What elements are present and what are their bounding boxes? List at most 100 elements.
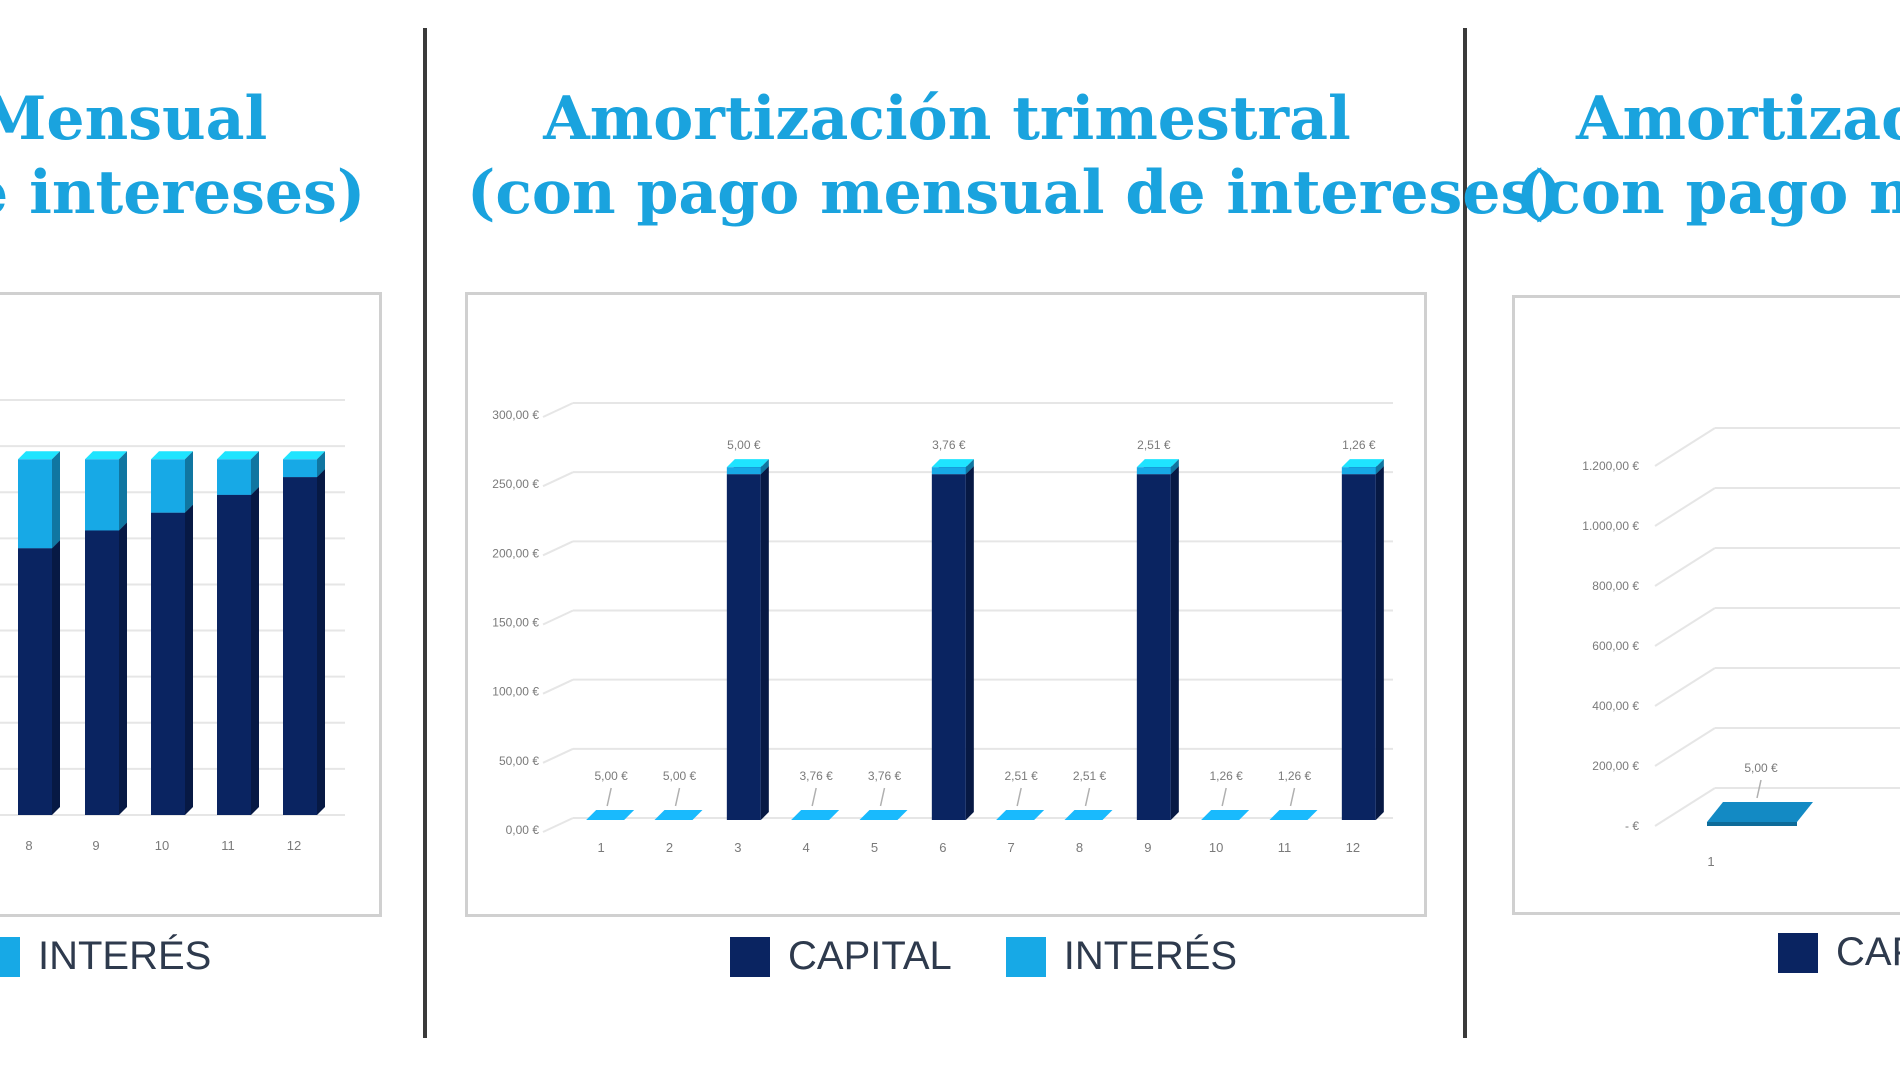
bar-capital-12 [1341,474,1376,820]
x-tick-label-11: 11 [1278,840,1292,855]
x-tick-label-12: 12 [1346,840,1360,855]
right-y-tick-label-0: - € [1625,819,1639,833]
right-y-tick-label-4: 800,00 € [1592,579,1639,593]
y-tick-label-0: 0,00 € [506,823,540,837]
legend-label-interes: INTERÉS [38,934,212,978]
legend-swatch-interes-center [1005,936,1046,977]
panel-divider-right [1463,28,1467,1038]
bar-interes-3-side [760,459,769,475]
x-tick-label-9: 9 [1144,840,1151,855]
data-label-2: 5,00 € [663,769,697,783]
left-bar-capital-12-side [317,469,325,815]
right-y-tick-label-3: 600,00 € [1592,639,1639,653]
leader-line-5 [879,787,886,807]
bar-interes-4 [791,810,840,820]
data-label-10: 1,26 € [1209,769,1243,783]
right-leader-line-1 [1756,779,1762,799]
left-bar-interes-9 [85,459,119,531]
left-bar-capital-9 [85,530,119,815]
right-data-label-1: 5,00 € [1744,761,1778,775]
x-tick-label-1: 1 [598,840,605,855]
center-panel-title-line2: (con pago mensual de intereses) [467,158,1563,228]
data-label-4: 3,76 € [799,769,833,783]
right-grid-diagonal-3 [1654,607,1716,647]
data-label-11: 1,26 € [1278,769,1312,783]
left-x-tick-label-9: 9 [92,838,99,853]
center-chart-frame: 0,00 € 50,00 € 100,00 € 150,00 € 200,00 € 250… [465,292,1427,917]
right-chart-frame: - € 200,00 € 400,00 € 600,00 € 800,00 € 1.000… [1512,295,1900,915]
left-bar-interes-12-top [283,451,325,460]
left-legend: INTERÉS [0,934,245,979]
left-bar-interes-8 [18,459,52,549]
x-tick-label-3: 3 [734,840,741,855]
data-label-6: 3,76 € [932,438,966,452]
left-chart-frame: 8 9 10 11 12 [0,292,382,917]
y-tick-label-1: 50,00 € [499,754,539,768]
legend-item-capital-right: CAP [1778,930,1900,975]
left-chart: 8 9 10 11 12 [0,399,345,853]
left-panel: Mensual e intereses) 8 9 10 11 12 INTERÉS [0,0,422,1069]
leader-line-8 [1084,787,1091,807]
grid-diagonal-6 [542,402,574,418]
left-bar-interes-9-side [119,451,127,531]
data-label-12: 1,26 € [1342,438,1376,452]
right-panel: Amortizaci (con pago me - € 200,00 € 400,0… [1468,0,1900,1069]
bar-capital-3 [726,474,761,820]
legend-item-interes: INTERÉS [0,934,211,979]
data-label-3: 5,00 € [727,438,761,452]
left-bar-capital-8-side [52,540,60,815]
bar-interes-1 [586,810,635,820]
bar-interes-10 [1201,810,1250,820]
right-grid-diagonal-5 [1654,487,1716,527]
leader-line-10 [1221,787,1227,807]
left-bar-capital-9-side [119,522,127,815]
bar-interes-6-top [931,459,974,468]
y-tick-label-4: 200,00 € [492,546,539,560]
x-tick-label-4: 4 [803,840,810,855]
bar-interes-6-side [965,459,974,475]
legend-label-capital: CAPITAL [788,934,952,978]
x-tick-label-7: 7 [1008,840,1015,855]
bar-interes-2 [654,810,703,820]
center-panel-title-line1: Amortización trimestral [543,84,1351,154]
left-bar-interes-8-top [18,451,60,460]
right-y-tick-label-5: 1.000,00 € [1582,519,1639,533]
data-label-8: 2,51 € [1073,769,1107,783]
bar-interes-9-top [1136,459,1179,468]
bar-interes-9-side [1170,459,1179,475]
left-x-tick-label-11: 11 [221,838,235,853]
right-y-tick-label-6: 1.200,00 € [1582,459,1639,473]
x-tick-label-2: 2 [666,840,673,855]
legend-swatch-interes [0,936,20,977]
right-y-tick-label-1: 200,00 € [1592,759,1639,773]
legend-item-capital: CAPITAL [730,934,952,979]
right-grid-diagonal-6 [1654,427,1716,467]
bar-interes-3 [726,467,761,475]
bar-interes-12-side [1375,459,1384,475]
left-bar-capital-10 [151,512,185,815]
y-tick-label-3: 150,00 € [492,616,539,630]
bar-capital-3-side [760,466,769,820]
x-tick-label-8: 8 [1076,840,1083,855]
right-panel-title-line1: Amortizaci [1576,84,1900,154]
left-bar-interes-10-top [151,451,193,460]
left-bar-interes-11-top [217,451,259,460]
center-legend: CAPITAL INTERÉS [730,934,1271,979]
leader-line-1 [606,787,612,807]
right-chart: - € 200,00 € 400,00 € 600,00 € 800,00 € 1.000… [1582,427,1900,869]
grid-diagonal-2 [542,678,574,695]
x-tick-label-10: 10 [1209,840,1223,855]
bar-capital-12-side [1375,466,1384,820]
left-x-tick-label-10: 10 [155,838,169,853]
grid-diagonal-0 [542,817,574,833]
bar-interes-6 [931,467,966,475]
left-x-tick-label-8: 8 [25,838,32,853]
legend-swatch-capital-right [1778,932,1818,973]
right-grid-diagonal-2 [1654,667,1716,707]
bar-interes-8 [1064,810,1113,820]
bar-interes-12 [1341,467,1376,475]
grid-diagonal-5 [542,471,574,488]
left-bar-interes-11-side [251,451,259,495]
bar-capital-9 [1136,474,1171,820]
right-bar-interes-1 [1707,802,1813,822]
